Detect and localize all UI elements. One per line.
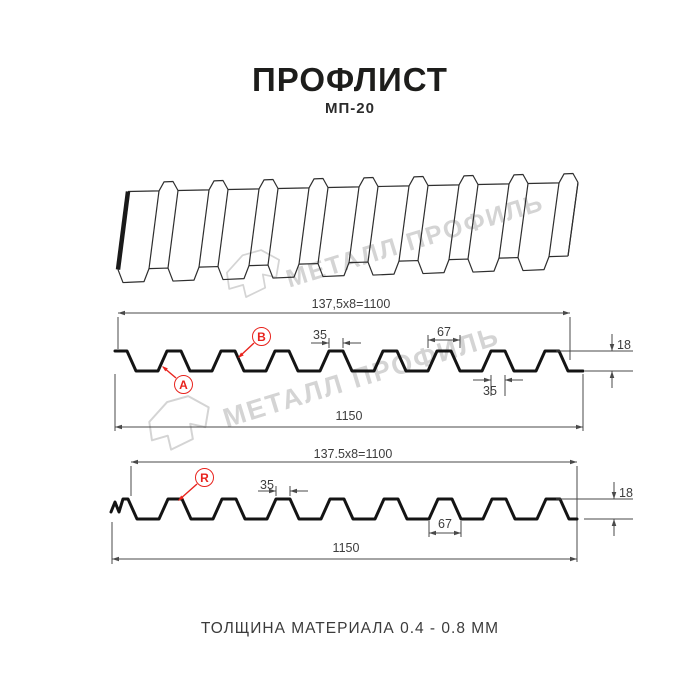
label-side-r: R — [195, 468, 214, 487]
dim-crest-width-top: 35 — [306, 328, 334, 342]
dim-profile-height: 18 — [619, 486, 643, 500]
dim-useful-width: 137,5x8=1100 — [280, 297, 422, 311]
dim-rib-base-width: 67 — [430, 325, 458, 339]
profile-3d-view — [104, 166, 584, 298]
profile-section-ab: 137,5x8=1100 35 67 18 35 1150 A B — [0, 290, 700, 438]
dim-useful-width: 137.5x8=1100 — [282, 447, 424, 461]
profile-section-r: 137.5x8=1100 35 67 18 1150 R — [0, 440, 700, 572]
product-code: МП-20 — [0, 100, 700, 117]
material-thickness-note: ТОЛЩИНА МАТЕРИАЛА 0.4 - 0.8 ММ — [0, 620, 700, 638]
dim-crest-width-bottom: 35 — [476, 384, 504, 398]
dim-rib-base-width: 67 — [431, 517, 459, 531]
label-side-a: A — [174, 375, 193, 394]
page-title: ПРОФЛИСТ — [0, 61, 700, 99]
drawing-page: ПРОФЛИСТ МП-20 МЕТАЛЛ ПРОФИЛЬ МЕТАЛЛ ПРО… — [0, 0, 700, 700]
dim-overall-width: 1150 — [276, 541, 416, 555]
dim-profile-height: 18 — [617, 338, 641, 352]
label-side-b: B — [252, 327, 271, 346]
dim-overall-width: 1150 — [279, 409, 419, 423]
dim-crest-width: 35 — [253, 478, 281, 492]
